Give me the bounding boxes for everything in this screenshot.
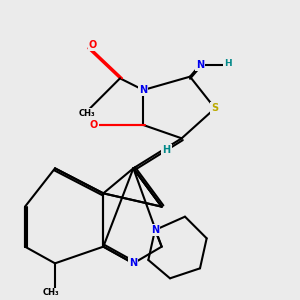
Text: S: S [212,103,219,113]
Text: N: N [151,225,159,235]
Text: H: H [162,145,171,155]
Text: N: N [129,258,137,268]
Text: CH₃: CH₃ [42,288,59,297]
Text: O: O [89,40,97,50]
Text: CH₃: CH₃ [79,109,95,118]
Text: N: N [196,60,204,70]
Text: O: O [90,120,98,130]
Text: N: N [139,85,147,95]
Text: H: H [224,59,232,68]
